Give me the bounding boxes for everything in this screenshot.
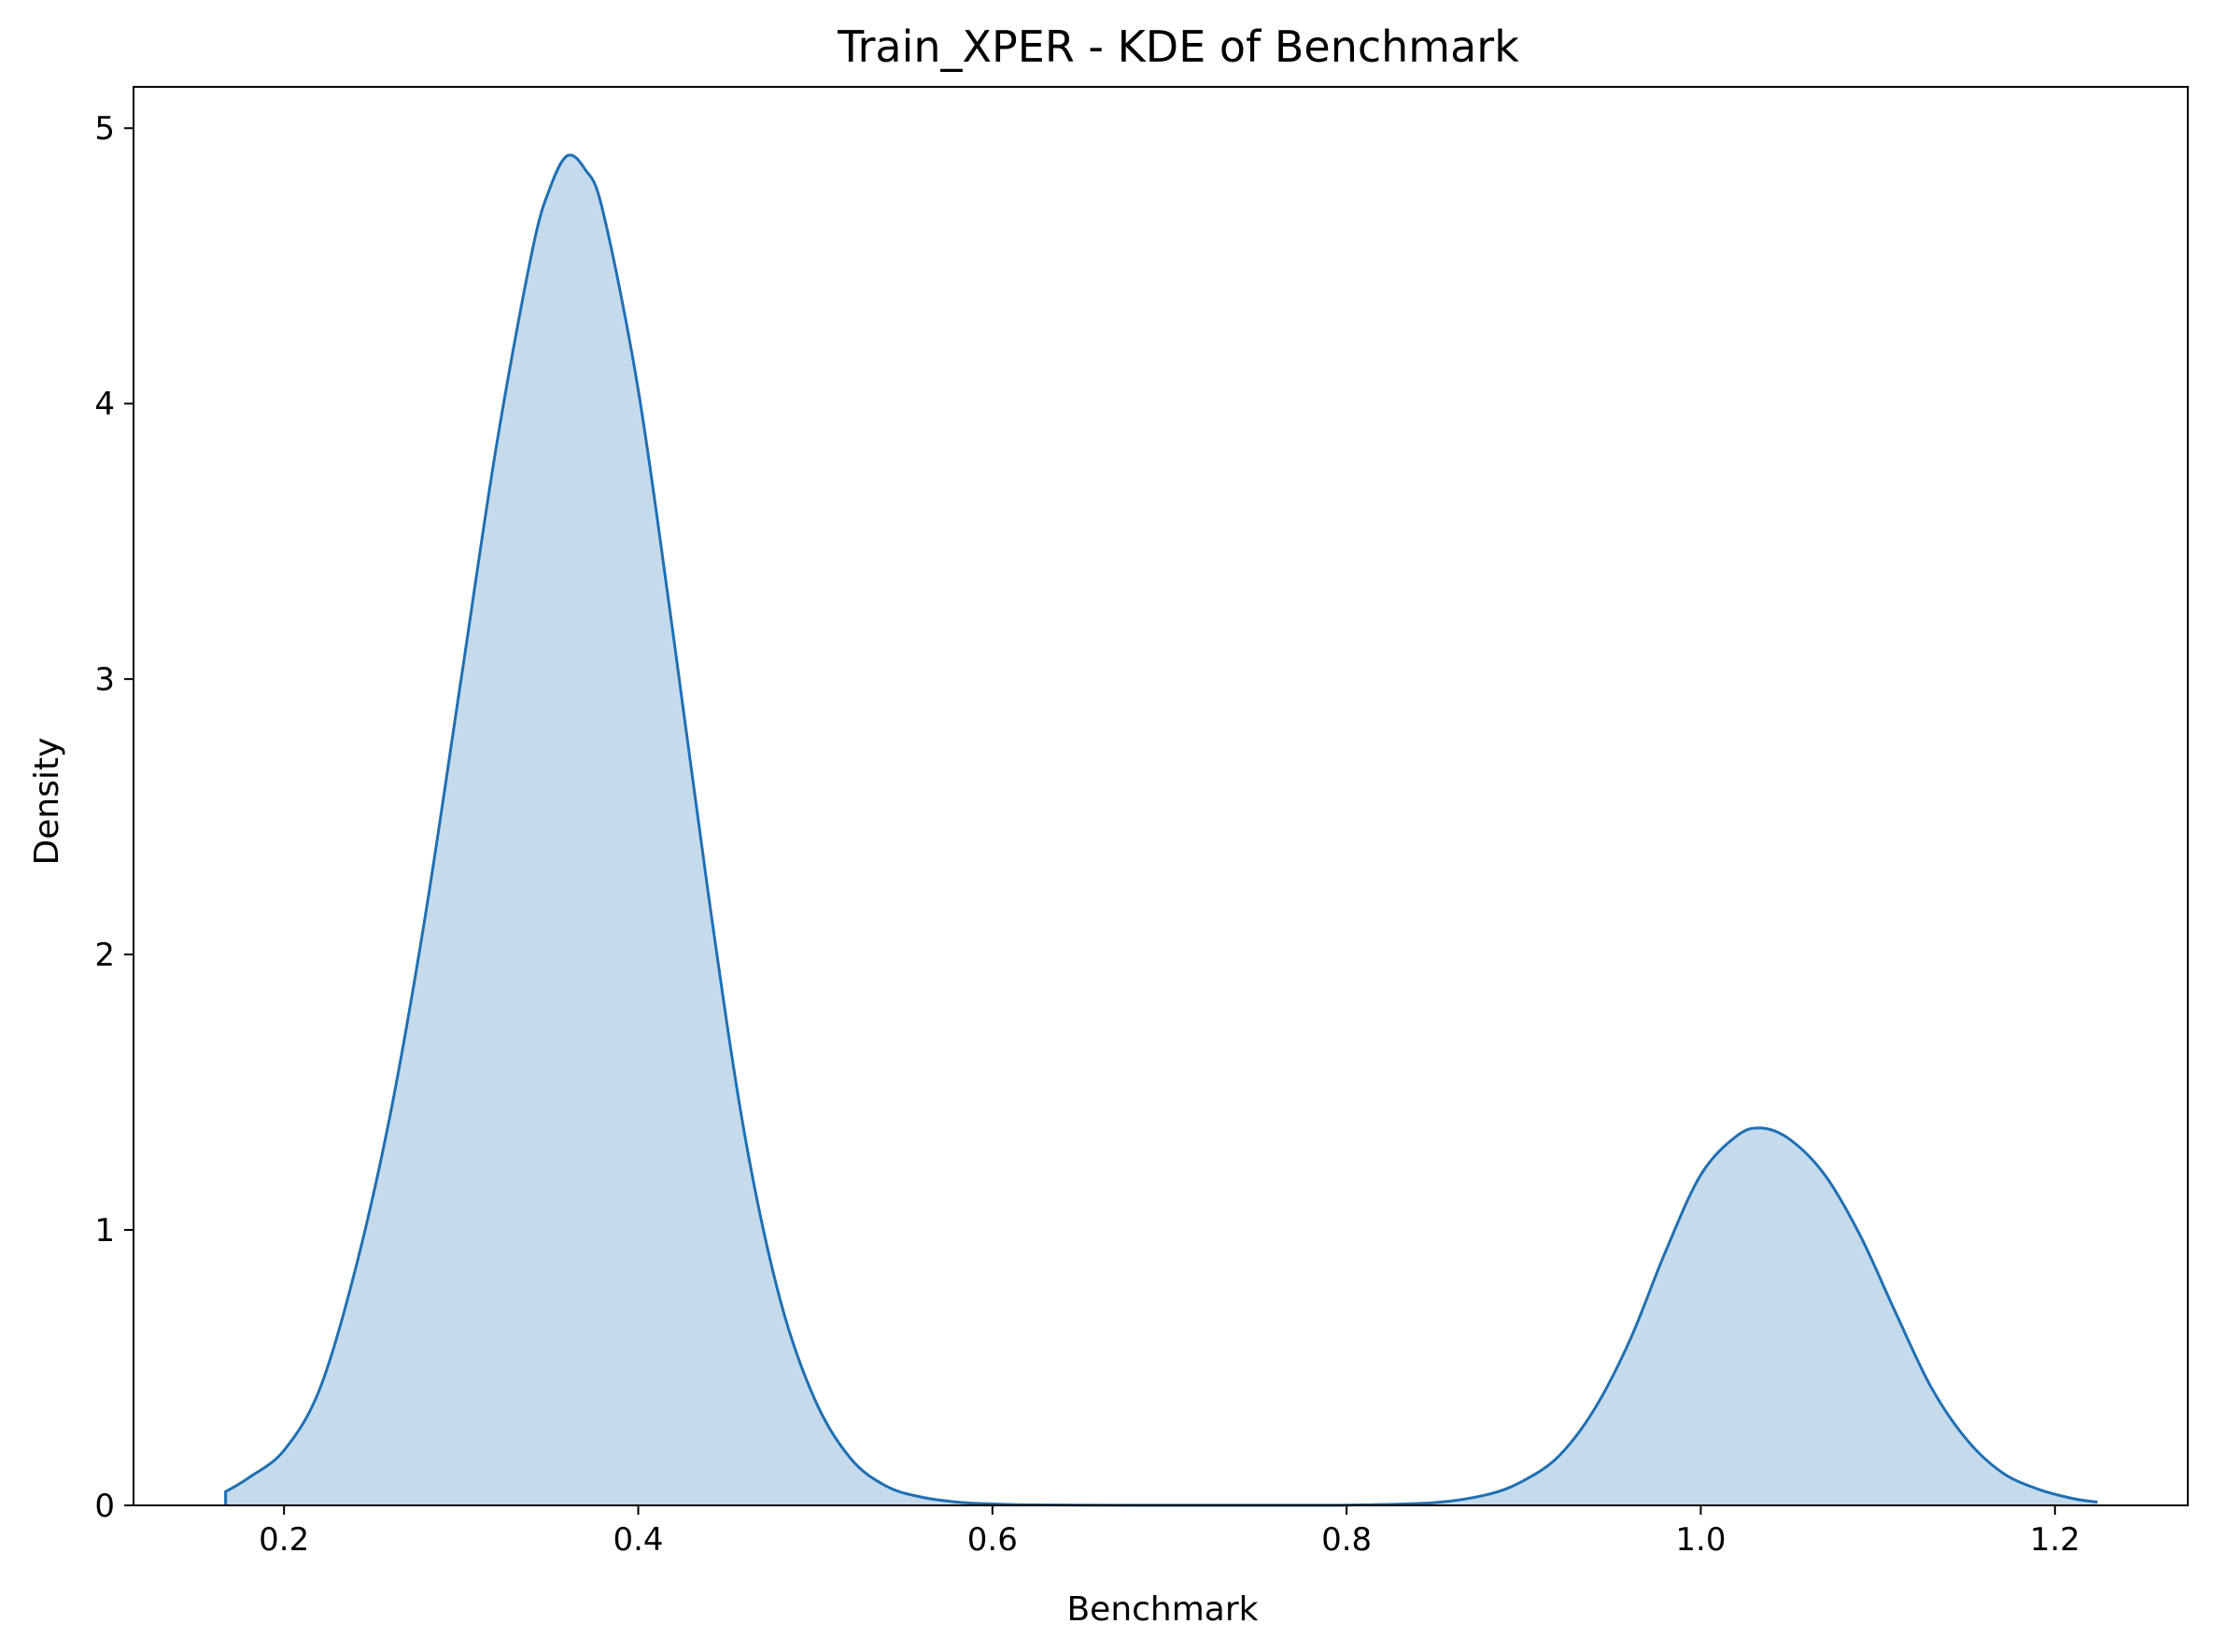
x-tick-label: 0.2 bbox=[259, 1521, 309, 1559]
y-tick-label: 0 bbox=[94, 1488, 115, 1525]
density-fill-area bbox=[225, 154, 2098, 1505]
y-tick-label: 2 bbox=[94, 937, 115, 974]
y-tick-label: 4 bbox=[94, 386, 115, 423]
y-tick-label: 5 bbox=[94, 110, 115, 148]
x-tick-label: 1.2 bbox=[2030, 1521, 2080, 1559]
y-tick-label: 1 bbox=[94, 1212, 115, 1250]
x-tick-label: 0.4 bbox=[613, 1521, 663, 1559]
density-line bbox=[224, 153, 2098, 1507]
y-tick-label: 3 bbox=[94, 661, 115, 699]
chart-title: Train_XPER - KDE of Benchmark bbox=[837, 21, 1519, 72]
x-axis-label: Benchmark bbox=[1066, 1590, 1258, 1629]
x-axis: 0.2 0.4 0.6 0.8 1.0 1.2 bbox=[259, 1505, 2080, 1559]
plot-area bbox=[133, 86, 2189, 1507]
x-tick-label: 0.8 bbox=[1321, 1521, 1372, 1559]
x-tick-label: 1.0 bbox=[1675, 1521, 1726, 1559]
y-axis-label: Density bbox=[28, 738, 66, 866]
plot-frame bbox=[133, 86, 2189, 1506]
x-tick-label: 0.6 bbox=[967, 1521, 1018, 1559]
y-axis: 0 1 2 3 4 5 bbox=[94, 110, 134, 1525]
